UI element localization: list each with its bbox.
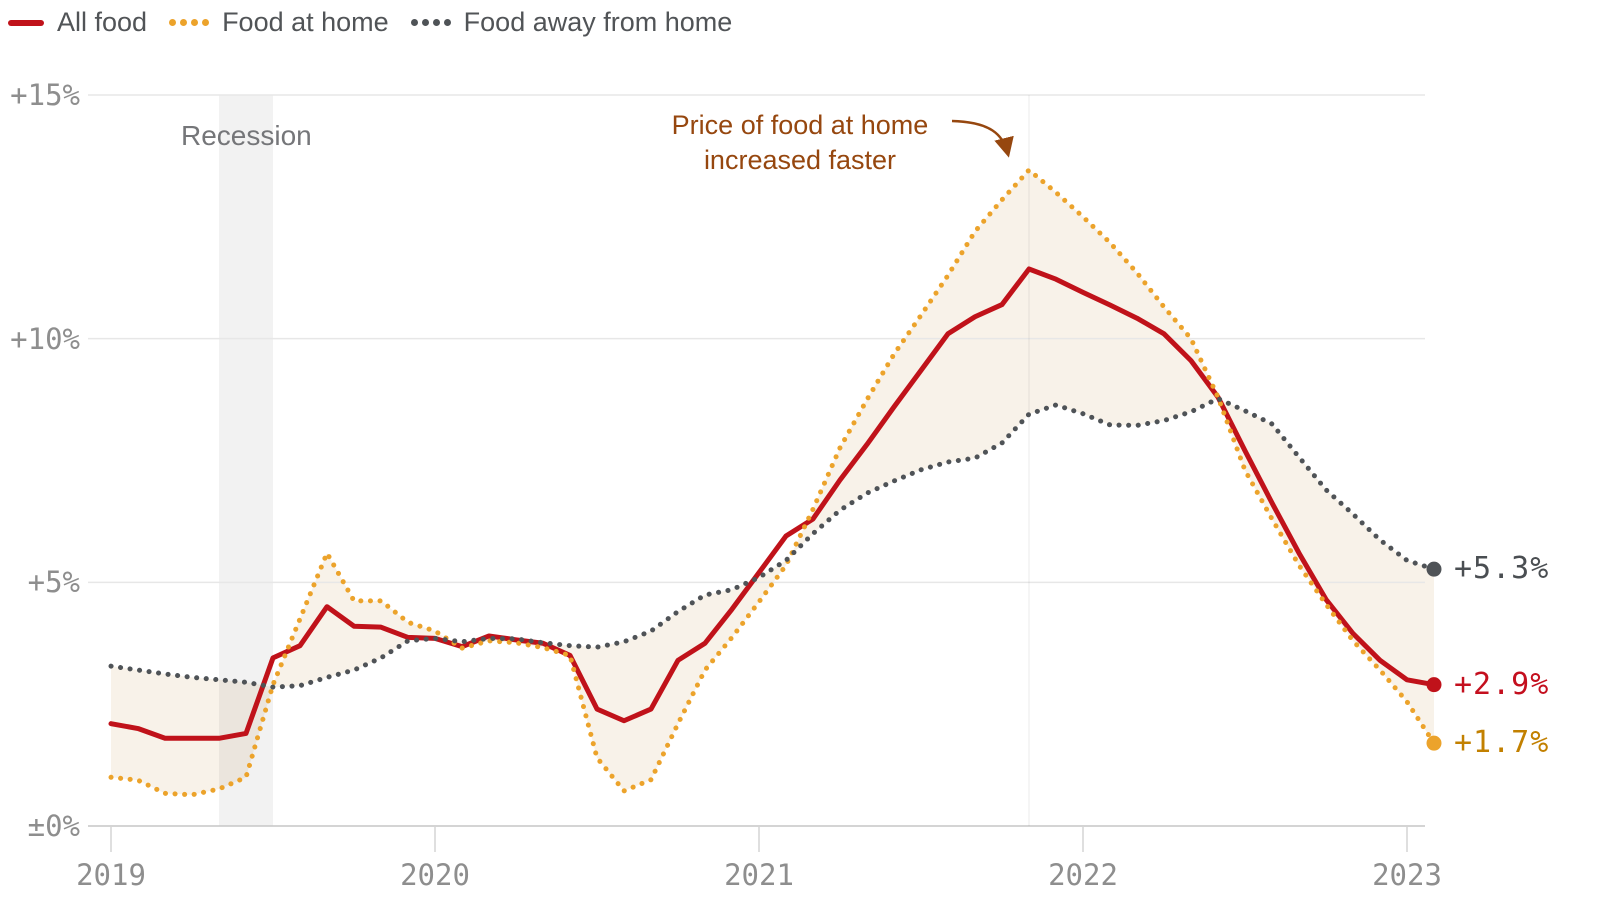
peak-annotation-line2: increased faster (703, 145, 897, 175)
annotation-arrow (951, 119, 1014, 158)
recession-label: Recession (181, 120, 312, 151)
legend: All food Food at home Food away from hom… (8, 7, 732, 38)
legend-item-food-away-from-home: Food away from home (410, 7, 733, 38)
peak-annotation: Price of food at home increased faster (620, 108, 980, 178)
legend-label-food-at-home: Food at home (222, 7, 389, 37)
x-axis-label-2021: 2021 (724, 858, 794, 892)
legend-swatch-all-food-line (8, 19, 44, 26)
legend-label-all-food: All food (57, 7, 148, 37)
y-axis-label--0-: ±0% (27, 809, 80, 843)
legend-item-food-at-home: Food at home (169, 7, 389, 38)
legend-swatch-food-at-home-dots (169, 19, 210, 26)
x-axis-label-2022: 2022 (1048, 858, 1118, 892)
series-food-at-home-end-dot (1426, 735, 1442, 751)
y-axis-label--15-: +15% (10, 78, 80, 112)
legend-label-food-away-from-home: Food away from home (463, 7, 733, 37)
series-all-food-line (108, 266, 1437, 741)
legend-swatch-food-away-from-home-dots (410, 19, 451, 26)
end-label-food-away-from-home: +5.3% (1454, 551, 1550, 587)
recession-band (219, 95, 273, 826)
legend-item-all-food: All food (8, 7, 147, 38)
series-food-away-from-home-line (108, 396, 1437, 690)
y-axis-label--10-: +10% (10, 321, 80, 356)
series-food-at-home-line (108, 167, 1437, 798)
peak-annotation-line1: Price of food at home (671, 110, 929, 140)
y-axis-label--5-: +5% (27, 565, 80, 600)
series-food-away-from-home-end-dot (1426, 561, 1442, 577)
x-axis-label-2019: 2019 (76, 858, 146, 892)
between-series-fill (111, 170, 1434, 795)
series-all-food-end-dot (1426, 677, 1442, 693)
end-label-food-at-home: +1.7% (1454, 725, 1550, 761)
x-axis-label-2023: 2023 (1372, 858, 1442, 892)
end-label-all-food: +2.9% (1454, 666, 1550, 702)
x-axis-label-2020: 2020 (400, 858, 470, 892)
